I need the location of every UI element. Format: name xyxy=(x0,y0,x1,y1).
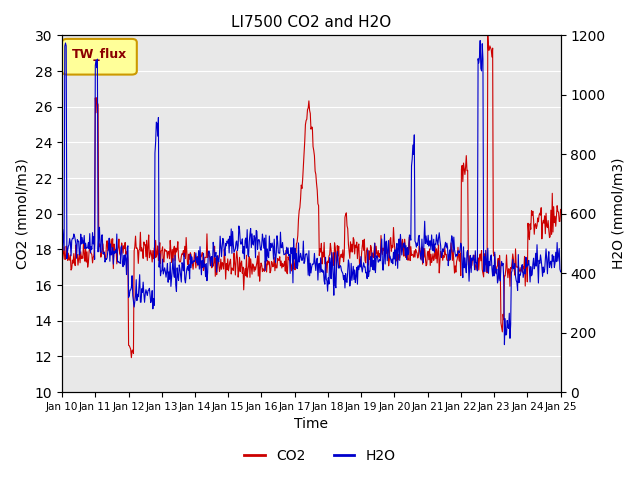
Y-axis label: CO2 (mmol/m3): CO2 (mmol/m3) xyxy=(15,158,29,269)
CO2 xyxy=(196,265,204,271)
Line: H2O: H2O xyxy=(62,40,561,345)
CO2 xyxy=(484,33,492,38)
H2O xyxy=(500,342,508,348)
CO2 xyxy=(118,244,126,250)
H2O xyxy=(372,270,380,276)
CO2 xyxy=(58,252,66,258)
CO2 xyxy=(372,243,380,249)
Text: TW_flux: TW_flux xyxy=(72,48,127,61)
H2O xyxy=(169,256,177,262)
H2O xyxy=(557,269,564,275)
FancyBboxPatch shape xyxy=(62,39,137,74)
CO2 xyxy=(170,246,177,252)
X-axis label: Time: Time xyxy=(294,418,328,432)
CO2 xyxy=(67,267,75,273)
H2O xyxy=(118,261,126,267)
CO2 xyxy=(127,355,135,360)
CO2 xyxy=(557,206,564,212)
H2O xyxy=(67,253,75,259)
H2O xyxy=(195,266,203,272)
CO2 xyxy=(387,235,394,240)
H2O xyxy=(58,249,66,254)
Legend: CO2, H2O: CO2, H2O xyxy=(239,443,401,468)
Title: LI7500 CO2 and H2O: LI7500 CO2 and H2O xyxy=(231,15,392,30)
Line: CO2: CO2 xyxy=(62,36,561,358)
H2O xyxy=(476,37,484,43)
Y-axis label: H2O (mmol/m3): H2O (mmol/m3) xyxy=(611,158,625,269)
H2O xyxy=(386,253,394,259)
